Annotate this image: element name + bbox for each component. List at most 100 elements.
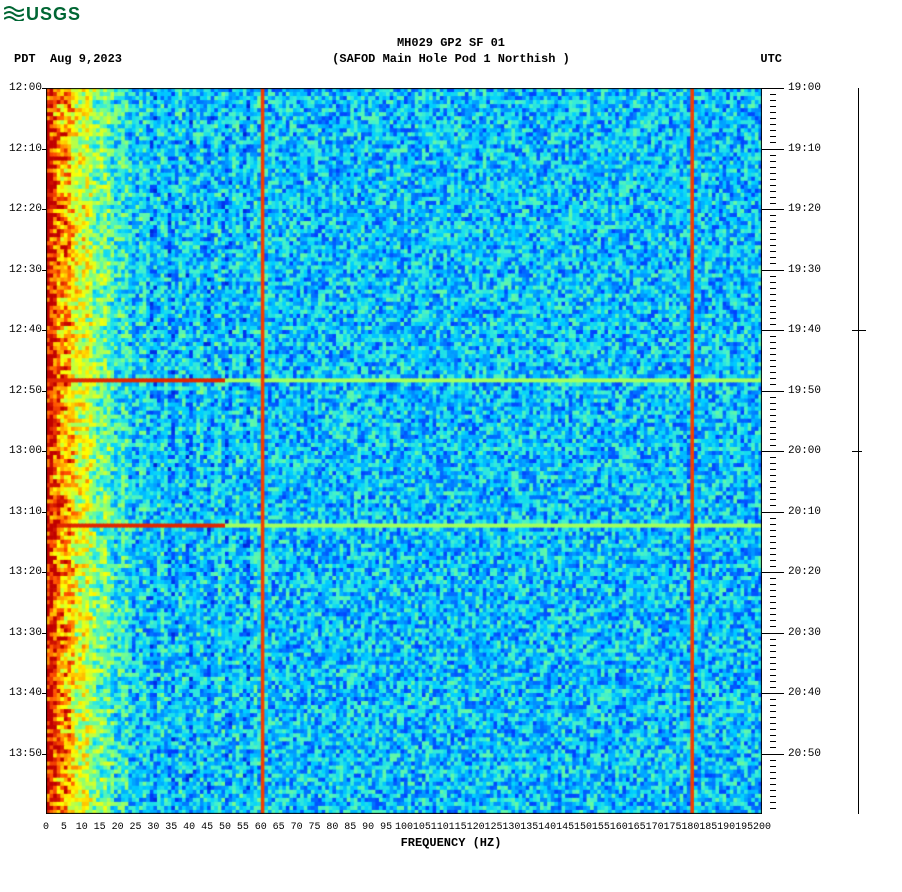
right-minor-tick bbox=[770, 221, 776, 222]
right-minor-tick bbox=[770, 100, 776, 101]
left-time-tick: 12:50 bbox=[2, 385, 42, 397]
freq-tick: 200 bbox=[753, 822, 771, 833]
right-minor-tick bbox=[770, 578, 776, 579]
right-minor-tick bbox=[770, 457, 776, 458]
freq-tick: 35 bbox=[165, 822, 177, 833]
right-minor-tick bbox=[770, 191, 776, 192]
freq-tick: 60 bbox=[255, 822, 267, 833]
right-minor-tick bbox=[770, 403, 776, 404]
right-minor-tick bbox=[770, 614, 776, 615]
left-tick-mark bbox=[42, 270, 46, 271]
left-tick-mark bbox=[42, 693, 46, 694]
right-minor-tick bbox=[770, 360, 776, 361]
right-minor-tick bbox=[770, 318, 776, 319]
left-time-tick: 12:00 bbox=[2, 82, 42, 94]
right-time-tick: 19:00 bbox=[788, 82, 821, 94]
right-minor-tick bbox=[770, 342, 776, 343]
usgs-logo-text: USGS bbox=[26, 4, 81, 24]
freq-tick: 170 bbox=[646, 822, 664, 833]
left-time-tick: 12:10 bbox=[2, 143, 42, 155]
aux-axis bbox=[858, 88, 859, 814]
right-minor-tick bbox=[770, 336, 776, 337]
right-minor-tick bbox=[770, 348, 776, 349]
right-minor-tick bbox=[770, 106, 776, 107]
left-time-tick: 12:30 bbox=[2, 264, 42, 276]
right-time-tick: 20:00 bbox=[788, 445, 821, 457]
freq-tick: 165 bbox=[628, 822, 646, 833]
freq-tick: 120 bbox=[467, 822, 485, 833]
right-minor-tick bbox=[770, 203, 776, 204]
right-minor-tick bbox=[770, 384, 776, 385]
right-time-tick: 19:40 bbox=[788, 324, 821, 336]
right-minor-tick bbox=[770, 669, 776, 670]
freq-tick: 95 bbox=[380, 822, 392, 833]
right-minor-tick bbox=[770, 324, 776, 325]
freq-tick: 85 bbox=[344, 822, 356, 833]
freq-tick: 0 bbox=[43, 822, 49, 833]
freq-tick: 175 bbox=[663, 822, 681, 833]
right-minor-tick bbox=[770, 276, 776, 277]
right-minor-tick bbox=[770, 130, 776, 131]
right-minor-tick bbox=[770, 499, 776, 500]
aux-tick bbox=[852, 451, 862, 452]
right-minor-tick bbox=[770, 288, 776, 289]
timezone-right: UTC bbox=[760, 52, 782, 66]
right-minor-tick bbox=[770, 179, 776, 180]
right-minor-tick bbox=[770, 645, 776, 646]
right-minor-tick bbox=[770, 142, 776, 143]
right-minor-tick bbox=[770, 245, 776, 246]
right-minor-tick bbox=[770, 675, 776, 676]
right-minor-tick bbox=[770, 735, 776, 736]
right-minor-tick bbox=[770, 257, 776, 258]
right-minor-tick bbox=[770, 802, 776, 803]
right-minor-tick bbox=[770, 155, 776, 156]
freq-tick: 90 bbox=[362, 822, 374, 833]
right-minor-tick bbox=[770, 530, 776, 531]
right-minor-tick bbox=[770, 620, 776, 621]
chart-date: Aug 9,2023 bbox=[50, 52, 122, 66]
right-tick-mark bbox=[762, 693, 784, 694]
right-minor-tick bbox=[770, 233, 776, 234]
freq-tick: 180 bbox=[681, 822, 699, 833]
right-minor-tick bbox=[770, 415, 776, 416]
right-minor-tick bbox=[770, 173, 776, 174]
timezone-left: PDT bbox=[14, 52, 36, 66]
right-minor-tick bbox=[770, 608, 776, 609]
right-time-tick: 20:20 bbox=[788, 566, 821, 578]
left-tick-mark bbox=[42, 209, 46, 210]
right-minor-tick bbox=[770, 639, 776, 640]
left-tick-mark bbox=[42, 330, 46, 331]
left-tick-mark bbox=[42, 88, 46, 89]
x-axis-label: FREQUENCY (HZ) bbox=[0, 836, 902, 850]
right-minor-tick bbox=[770, 651, 776, 652]
freq-tick: 80 bbox=[326, 822, 338, 833]
left-tick-mark bbox=[42, 754, 46, 755]
right-minor-tick bbox=[770, 778, 776, 779]
freq-tick: 195 bbox=[735, 822, 753, 833]
right-minor-tick bbox=[770, 118, 776, 119]
right-minor-tick bbox=[770, 239, 776, 240]
freq-tick: 160 bbox=[610, 822, 628, 833]
right-minor-tick bbox=[770, 282, 776, 283]
right-minor-tick bbox=[770, 475, 776, 476]
freq-tick: 135 bbox=[520, 822, 538, 833]
right-minor-tick bbox=[770, 626, 776, 627]
left-time-tick: 13:00 bbox=[2, 445, 42, 457]
right-minor-tick bbox=[770, 766, 776, 767]
freq-tick: 75 bbox=[308, 822, 320, 833]
left-time-tick: 13:20 bbox=[2, 566, 42, 578]
right-minor-tick bbox=[770, 536, 776, 537]
freq-tick: 145 bbox=[556, 822, 574, 833]
left-time-tick: 12:40 bbox=[2, 324, 42, 336]
right-time-tick: 20:30 bbox=[788, 627, 821, 639]
right-tick-mark bbox=[762, 754, 784, 755]
right-minor-tick bbox=[770, 790, 776, 791]
freq-tick: 15 bbox=[94, 822, 106, 833]
right-minor-tick bbox=[770, 548, 776, 549]
freq-tick: 65 bbox=[273, 822, 285, 833]
right-minor-tick bbox=[770, 167, 776, 168]
right-minor-tick bbox=[770, 663, 776, 664]
right-minor-tick bbox=[770, 251, 776, 252]
right-tick-mark bbox=[762, 149, 784, 150]
freq-tick: 50 bbox=[219, 822, 231, 833]
